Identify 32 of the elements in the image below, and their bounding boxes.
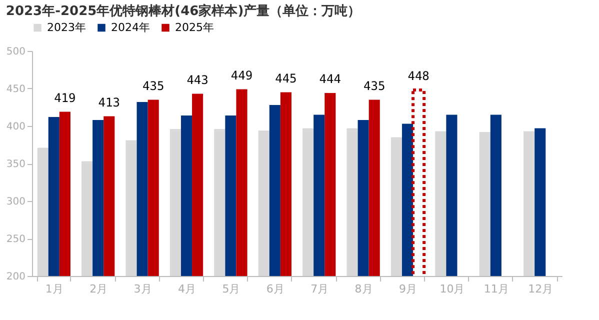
x-tick-label: 11月 xyxy=(484,282,509,296)
data-label: 445 xyxy=(275,71,297,86)
x-tick-label: 1月 xyxy=(45,282,64,296)
x-tick-label: 4月 xyxy=(178,282,196,296)
x-tick-label: 2月 xyxy=(90,282,108,296)
data-label: 448 xyxy=(408,69,430,83)
legend-label: 2023年 xyxy=(47,20,86,34)
x-tick-label: 3月 xyxy=(134,282,152,296)
y-tick-label: 350 xyxy=(6,159,26,170)
y-tick-label: 400 xyxy=(6,122,26,132)
y-tick-label: 450 xyxy=(6,84,26,95)
y-tick-label: 200 xyxy=(6,272,26,282)
data-label: 419 xyxy=(54,90,76,105)
x-tick-label: 10月 xyxy=(440,282,465,296)
data-label: 449 xyxy=(230,68,253,82)
data-label: 443 xyxy=(186,72,208,87)
x-tick-label: 9月 xyxy=(399,282,418,296)
y-tick-label: 250 xyxy=(6,234,26,245)
data-label: 435 xyxy=(142,78,164,93)
y-tick-label: 500 xyxy=(6,46,26,58)
y-tick-label: 300 xyxy=(6,196,26,208)
x-tick-label: 8月 xyxy=(354,282,373,296)
x-tick-label: 5月 xyxy=(222,282,240,296)
x-tick-label: 7月 xyxy=(310,282,329,296)
x-tick-label: 12月 xyxy=(528,282,554,296)
data-label: 444 xyxy=(319,72,341,86)
data-label: 435 xyxy=(364,78,386,93)
legend-label: 2024年 xyxy=(111,20,150,34)
legend-label: 2025年 xyxy=(175,20,214,34)
chart-title: 2023年-2025年优特钢棒材(46家样本)产量（单位：万吨） xyxy=(6,3,361,19)
data-label: 413 xyxy=(98,95,120,110)
x-tick-label: 6月 xyxy=(266,282,284,296)
